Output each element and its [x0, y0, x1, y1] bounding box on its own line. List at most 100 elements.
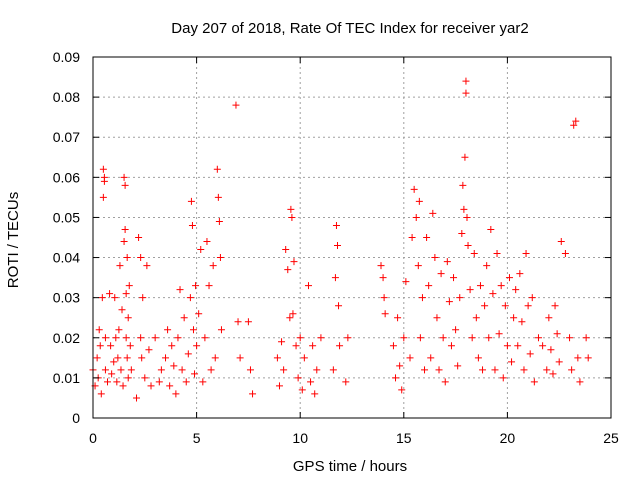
data-point: [97, 390, 105, 398]
data-point: [549, 370, 557, 378]
data-point: [123, 354, 131, 362]
data-point: [389, 342, 397, 350]
data-point: [211, 354, 219, 362]
data-point: [381, 310, 389, 318]
data-point: [501, 302, 509, 310]
data-point: [147, 382, 155, 390]
data-point: [191, 370, 199, 378]
data-point: [491, 366, 499, 374]
y-tick-labels: 0 0.01 0.02 0.03 0.04 0.05 0.06 0.07 0.08 0.09: [53, 49, 80, 426]
data-point: [489, 290, 497, 298]
data-point: [528, 294, 536, 302]
data-point: [547, 346, 555, 354]
data-point: [172, 390, 180, 398]
data-point: [377, 262, 385, 270]
data-point: [497, 282, 505, 290]
data-point: [479, 366, 487, 374]
data-point: [114, 354, 122, 362]
data-point: [188, 221, 196, 229]
y-tick-label: 0.02: [53, 330, 80, 346]
data-point: [572, 117, 580, 125]
data-point: [184, 350, 192, 358]
data-point: [125, 282, 133, 290]
data-point: [100, 173, 108, 181]
data-point: [121, 181, 129, 189]
data-point: [127, 366, 135, 374]
data-point: [311, 390, 319, 398]
data-point: [104, 378, 112, 386]
y-tick-label: 0: [72, 410, 80, 426]
data-point: [117, 366, 125, 374]
data-points: [89, 77, 592, 402]
data-point: [155, 378, 163, 386]
x-tick-label: 10: [292, 430, 308, 446]
data-point: [570, 121, 578, 129]
data-point: [99, 193, 107, 201]
data-point: [215, 217, 223, 225]
data-point: [402, 278, 410, 286]
data-point: [178, 366, 186, 374]
data-point: [307, 378, 315, 386]
data-point: [298, 386, 306, 394]
data-point: [121, 225, 129, 233]
data-point: [139, 294, 147, 302]
data-point: [414, 262, 422, 270]
data-point: [452, 326, 460, 334]
data-point: [203, 238, 211, 246]
data-point: [464, 242, 472, 250]
data-point: [168, 342, 176, 350]
data-point: [392, 374, 400, 382]
data-point: [462, 77, 470, 85]
data-point: [522, 250, 530, 258]
data-point: [99, 165, 107, 173]
grid-lines: [93, 57, 611, 418]
data-point: [101, 334, 109, 342]
data-point: [213, 165, 221, 173]
data-point: [300, 354, 308, 362]
data-point: [441, 378, 449, 386]
x-tick-label: 5: [193, 430, 201, 446]
data-point: [290, 258, 298, 266]
data-point: [551, 302, 559, 310]
data-point: [174, 334, 182, 342]
data-point: [503, 342, 511, 350]
data-point: [195, 310, 203, 318]
data-point: [468, 334, 476, 342]
data-point: [510, 314, 518, 322]
data-point: [232, 101, 240, 109]
data-point: [418, 294, 426, 302]
data-point: [429, 209, 437, 217]
data-point: [410, 185, 418, 193]
data-point: [151, 334, 159, 342]
y-tick-label: 0.07: [53, 129, 80, 145]
data-point: [335, 302, 343, 310]
y-axis-label: ROTI / TECUs: [5, 192, 22, 288]
data-point: [186, 294, 194, 302]
data-point: [336, 342, 344, 350]
data-point: [461, 153, 469, 161]
data-point: [398, 386, 406, 394]
data-point: [472, 314, 480, 322]
data-point: [470, 250, 478, 258]
data-point: [332, 221, 340, 229]
data-point: [450, 274, 458, 282]
data-point: [454, 362, 462, 370]
data-point: [415, 197, 423, 205]
data-point: [170, 362, 178, 370]
data-point: [474, 354, 482, 362]
data-point: [520, 366, 528, 374]
data-point: [98, 294, 106, 302]
data-point: [287, 205, 295, 213]
data-point: [199, 378, 207, 386]
plot-frame: [92, 56, 612, 419]
data-point: [514, 342, 522, 350]
data-point: [416, 334, 424, 342]
data-point: [284, 266, 292, 274]
data-point: [236, 354, 244, 362]
data-point: [466, 286, 474, 294]
data-point: [166, 382, 174, 390]
data-point: [280, 366, 288, 374]
data-point: [296, 334, 304, 342]
data-point: [275, 382, 283, 390]
data-point: [176, 286, 184, 294]
